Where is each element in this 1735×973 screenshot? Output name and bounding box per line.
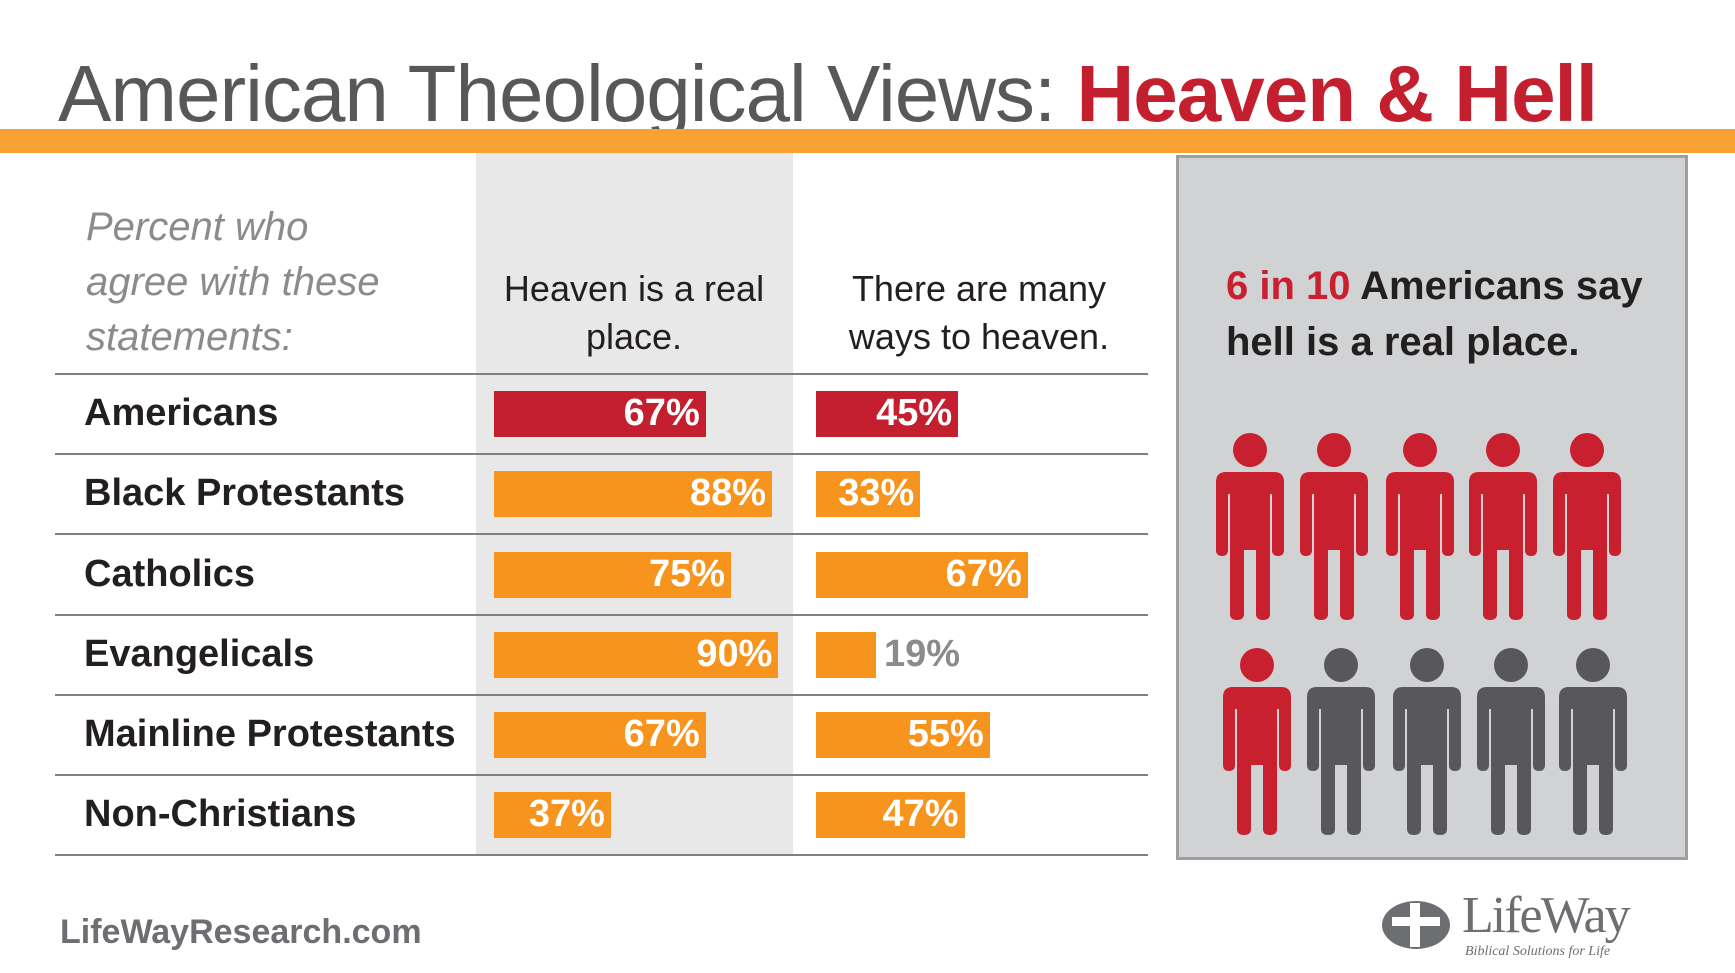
row-line <box>55 453 1148 456</box>
bar <box>494 711 706 758</box>
bar <box>816 551 1028 598</box>
title-line: American Theological Views: Heaven & Hel… <box>58 48 1598 140</box>
person-icon <box>1223 648 1291 835</box>
value-label: 55% <box>907 712 984 755</box>
value-label: 33% <box>838 472 915 515</box>
value-label: 75% <box>648 552 725 595</box>
callout-highlight: 6 in 10 <box>1226 264 1351 308</box>
person-icon <box>1559 648 1627 835</box>
value-label: 67% <box>623 712 700 755</box>
bar <box>816 711 990 758</box>
person-icon <box>1307 648 1375 835</box>
bar <box>816 792 965 839</box>
logo-icon <box>1382 901 1450 949</box>
row-label: Evangelicals <box>84 632 315 675</box>
value-label: 67% <box>945 552 1022 595</box>
row-label: Americans <box>84 392 279 435</box>
callout-text: Americans say hell is a real place. <box>1226 264 1643 364</box>
row-line <box>55 613 1148 616</box>
row-label: Non-Christians <box>84 793 357 836</box>
callout: 6 in 10 Americans say hell is a real pla… <box>1226 258 1666 370</box>
value-label: 47% <box>882 793 959 836</box>
row-line <box>55 533 1148 536</box>
row-line <box>55 693 1148 696</box>
person-icon <box>1553 433 1621 620</box>
title: American Theological Views: <box>58 49 1056 138</box>
bar <box>816 391 959 438</box>
value-label: 37% <box>528 793 605 836</box>
bar <box>494 792 611 839</box>
bar <box>494 391 706 438</box>
person-icon <box>1216 433 1284 620</box>
person-icon <box>1477 648 1545 835</box>
column-header: There are many ways to heaven. <box>848 268 1110 357</box>
value-label: 45% <box>876 392 953 435</box>
person-icon <box>1393 648 1461 835</box>
value-label: 67% <box>623 392 700 435</box>
value-label: 90% <box>696 632 773 675</box>
column-header: Heaven is a real place. <box>503 268 765 357</box>
logo: LifeWay <box>1462 887 1631 944</box>
bar <box>816 631 877 678</box>
row-line <box>55 373 1148 375</box>
bar <box>816 471 921 518</box>
website: LifeWayResearch.com <box>60 913 422 951</box>
row-line <box>55 774 1148 776</box>
row-line <box>55 854 1148 857</box>
subtitle: Percent who agree with these statements: <box>86 205 380 359</box>
row-label: Black Protestants <box>84 472 406 515</box>
person-icon <box>1469 433 1537 620</box>
bar <box>494 471 773 518</box>
bar <box>494 631 779 678</box>
person-icon <box>1386 433 1454 620</box>
value-label: 19% <box>884 632 961 675</box>
bar <box>494 551 731 598</box>
person-icon <box>1300 433 1368 620</box>
title-band <box>0 129 1735 153</box>
title-highlight: Heaven & Hell <box>1076 49 1598 138</box>
tagline: Biblical Solutions for Life <box>1465 944 1611 959</box>
row-label: Catholics <box>84 552 256 595</box>
value-label: 88% <box>690 472 767 515</box>
row-label: Mainline Protestants <box>84 712 456 755</box>
